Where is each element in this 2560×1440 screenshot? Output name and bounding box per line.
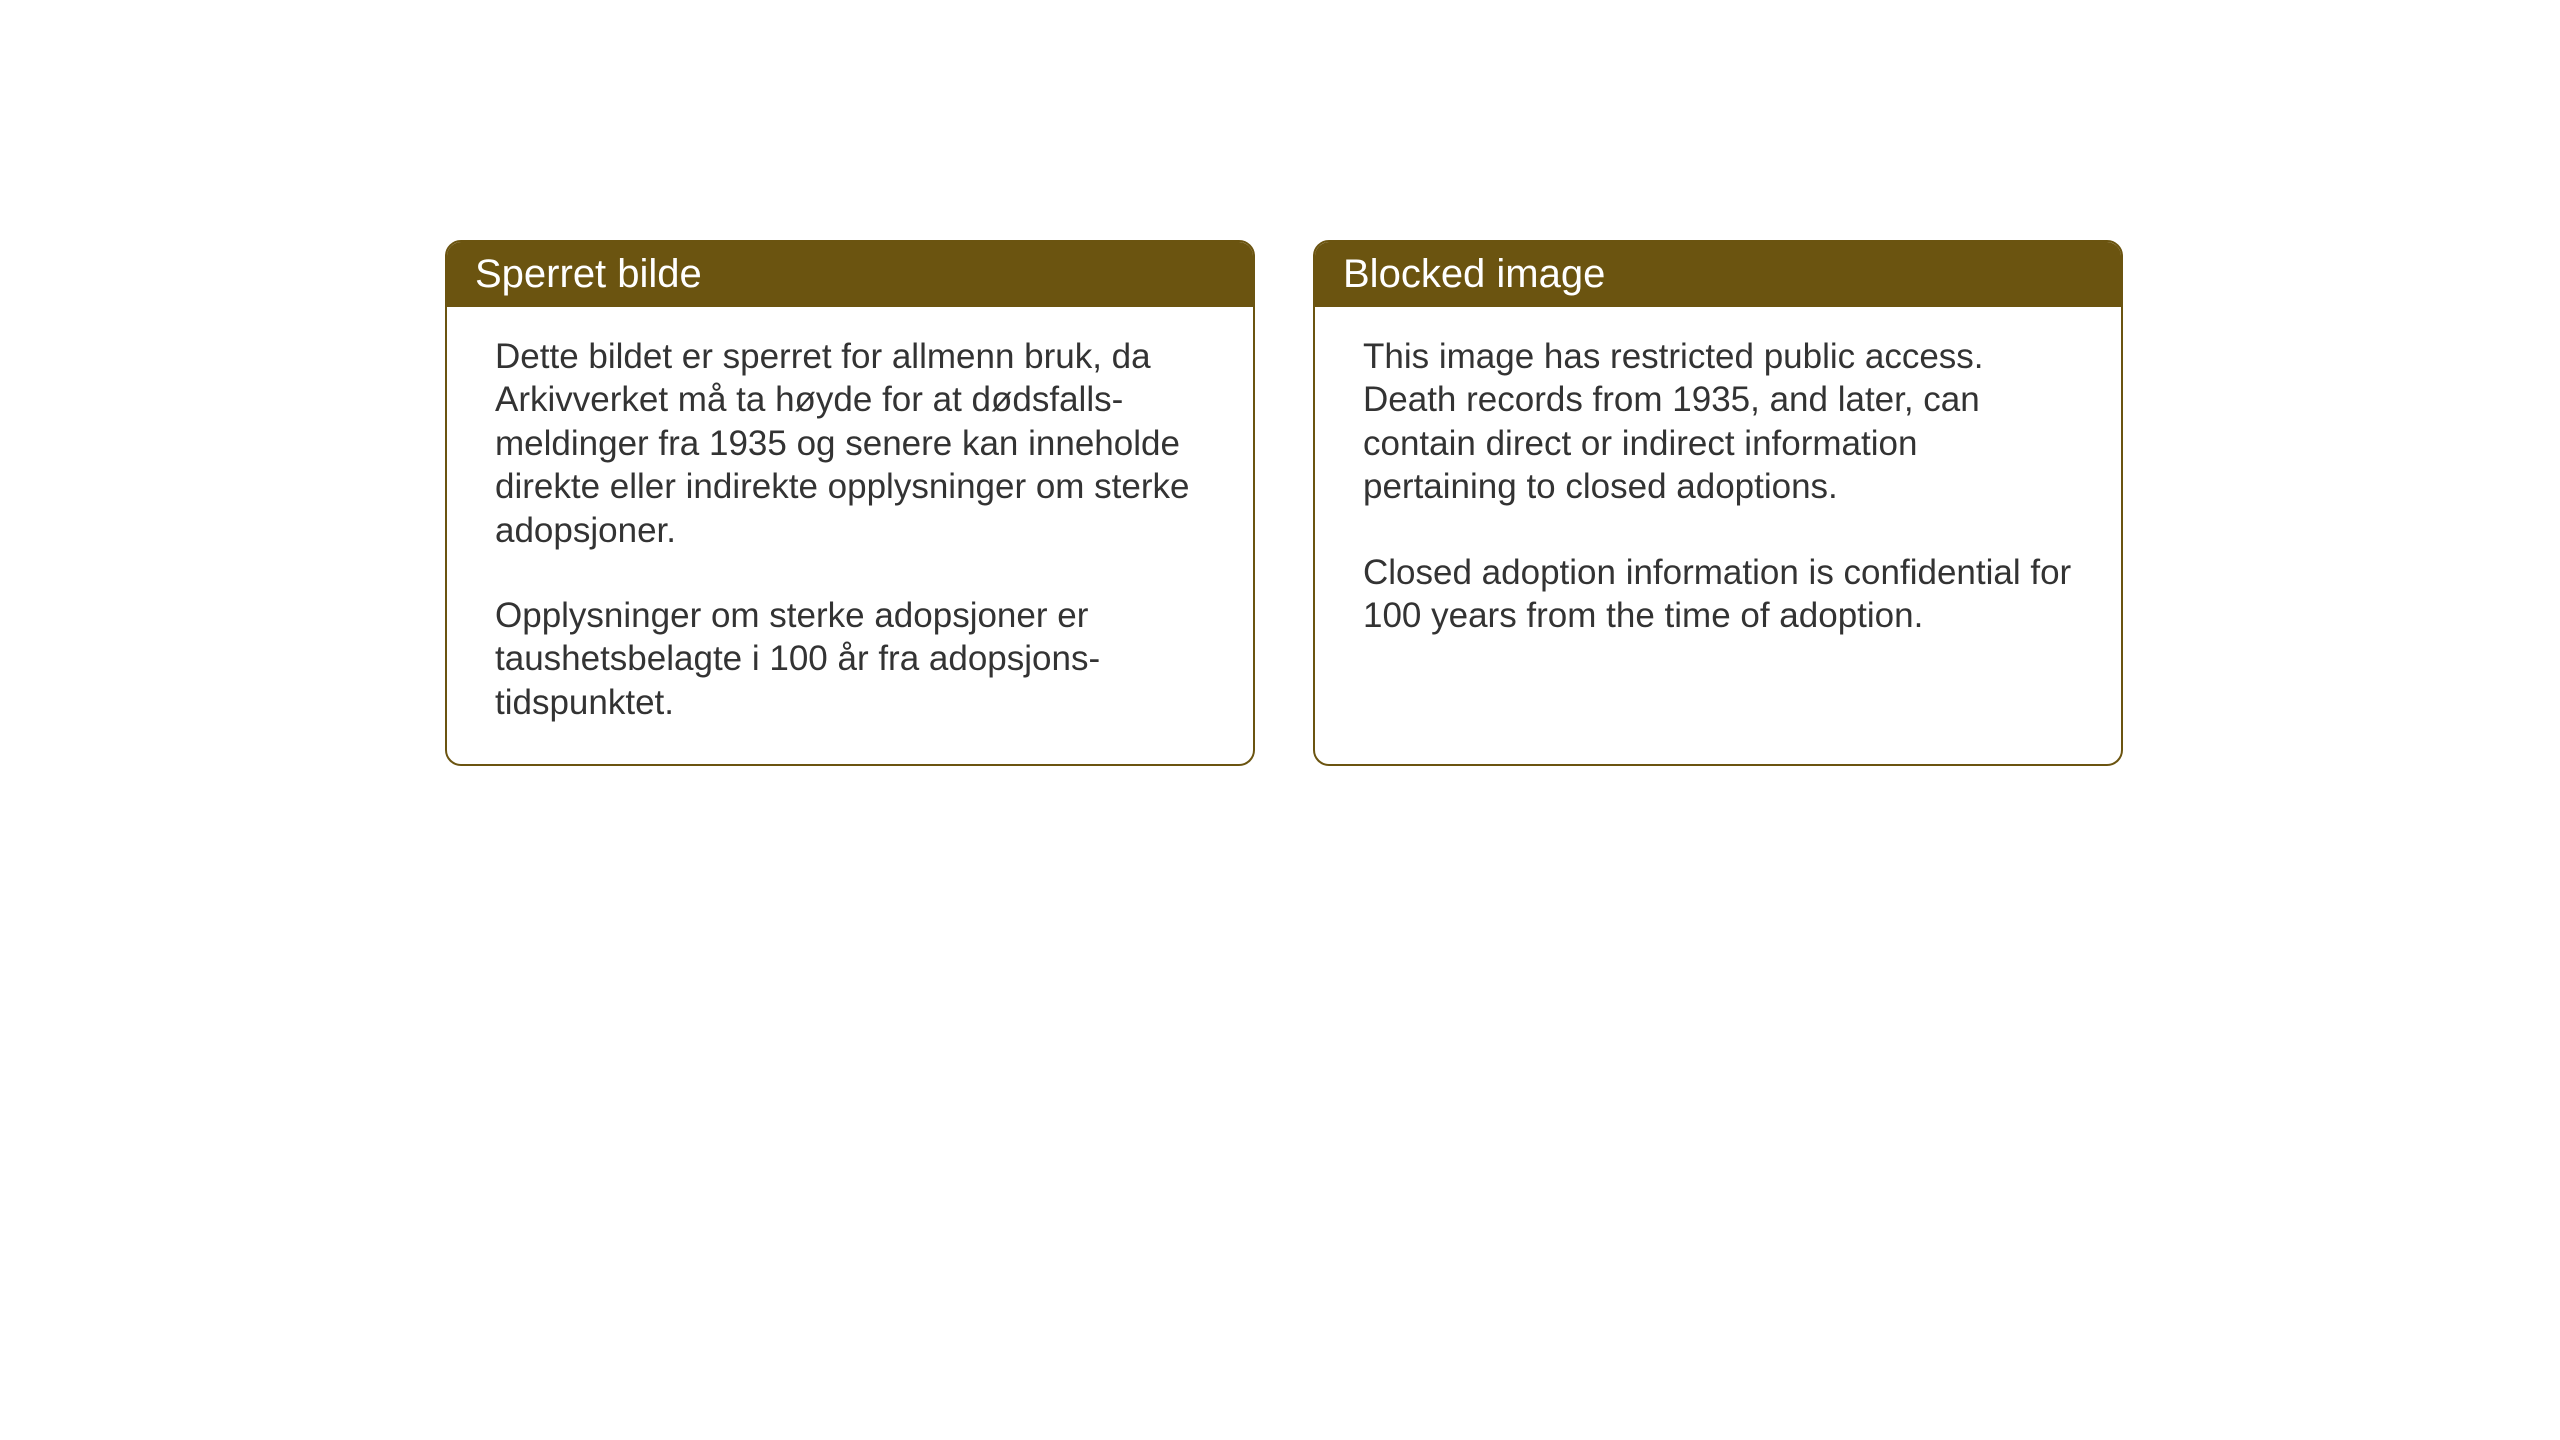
card-paragraph-2-english: Closed adoption information is confident… — [1363, 551, 2073, 638]
card-paragraph-1-norwegian: Dette bildet er sperret for allmenn bruk… — [495, 335, 1205, 552]
cards-container: Sperret bilde Dette bildet er sperret fo… — [445, 240, 2123, 766]
card-title-norwegian: Sperret bilde — [475, 252, 702, 296]
card-body-english: This image has restricted public access.… — [1315, 307, 2121, 677]
card-body-norwegian: Dette bildet er sperret for allmenn bruk… — [447, 307, 1253, 764]
card-english: Blocked image This image has restricted … — [1313, 240, 2123, 766]
card-header-english: Blocked image — [1315, 242, 2121, 307]
card-norwegian: Sperret bilde Dette bildet er sperret fo… — [445, 240, 1255, 766]
card-title-english: Blocked image — [1343, 252, 1605, 296]
card-paragraph-1-english: This image has restricted public access.… — [1363, 335, 2073, 509]
card-header-norwegian: Sperret bilde — [447, 242, 1253, 307]
card-paragraph-2-norwegian: Opplysninger om sterke adopsjoner er tau… — [495, 594, 1205, 724]
